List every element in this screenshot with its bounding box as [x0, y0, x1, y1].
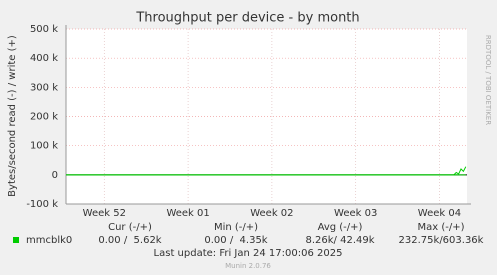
stat-header: Max (-/+): [417, 222, 464, 233]
stat-value: 232.75k/603.36k: [399, 235, 484, 246]
y-tick-label: 0: [52, 170, 58, 181]
y-tick-label: 400 k: [30, 53, 58, 64]
stat-header: Avg (-/+): [318, 222, 363, 233]
x-tick-label: Week 04: [418, 208, 461, 219]
y-axis-label: Bytes/second read (-) / write (+): [7, 35, 18, 197]
x-tick-label: Week 03: [334, 208, 377, 219]
side-note: RRDTOOL / TOBI OETIKER: [484, 35, 492, 125]
stat-value: 0.00 / 5.62k: [98, 235, 161, 246]
y-tick-label: 100 k: [30, 141, 58, 152]
last-update: Last update: Fri Jan 24 17:00:06 2025: [154, 248, 343, 259]
stat-header: Min (-/+): [214, 222, 258, 233]
x-tick-label: Week 02: [250, 208, 293, 219]
x-tick-label: Week 01: [166, 208, 209, 219]
stat-header: Cur (-/+): [108, 222, 152, 233]
stat-value: 0.00 / 4.35k: [204, 235, 267, 246]
legend-label: mmcblk0: [26, 235, 72, 246]
x-tick-label: Week 52: [83, 208, 126, 219]
y-tick-label: 200 k: [30, 112, 58, 123]
footer: Munin 2.0.76: [225, 262, 271, 270]
y-tick-label: -100 k: [26, 199, 58, 210]
stat-value: 8.26k/ 42.49k: [305, 235, 374, 246]
chart-title: Throughput per device - by month: [135, 11, 359, 26]
legend-swatch: [13, 237, 19, 243]
y-tick-label: 300 k: [30, 82, 58, 93]
y-tick-label: 500 k: [30, 24, 58, 35]
